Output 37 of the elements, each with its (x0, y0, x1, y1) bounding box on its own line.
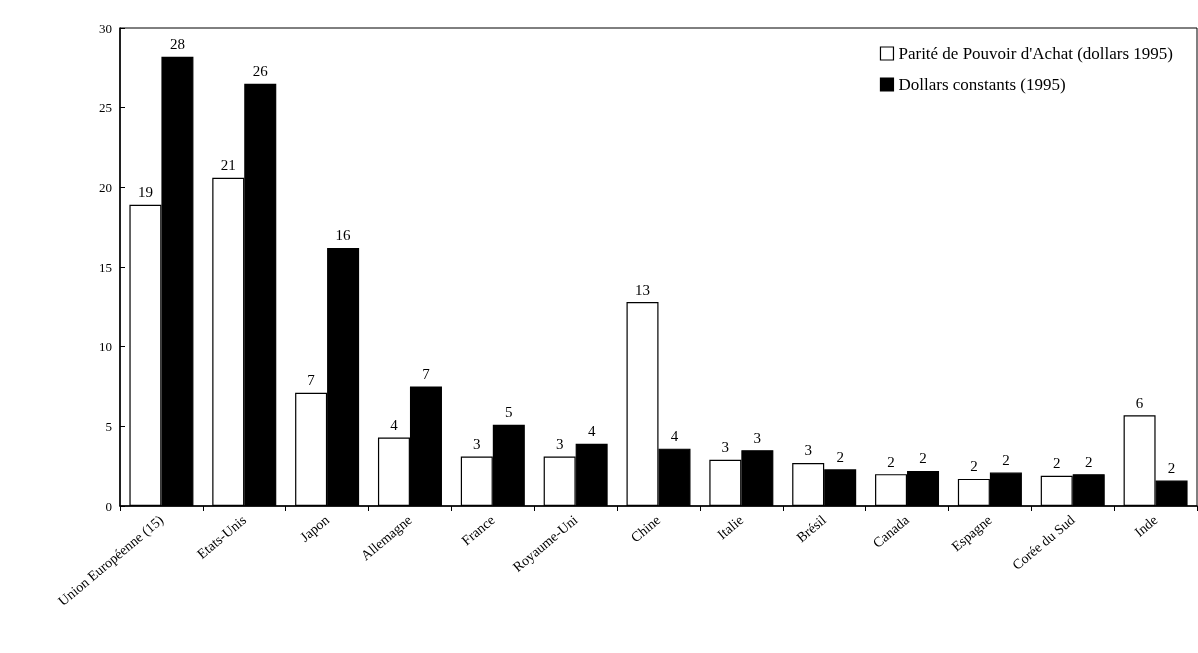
y-tick-label: 20 (99, 179, 112, 195)
data-label: 3 (753, 429, 762, 446)
data-label: 3 (555, 436, 564, 453)
data-label: 2 (836, 448, 844, 465)
legend-label: Dollars constants (1995) (898, 75, 1066, 94)
y-tick-label: 5 (105, 418, 112, 434)
data-label: 2 (919, 450, 927, 467)
data-label: 2 (1052, 455, 1061, 472)
data-label: 3 (804, 442, 812, 459)
legend-label: Parité de Pouvoir d'Achat (dollars 1995) (898, 44, 1174, 63)
data-label: 7 (422, 366, 431, 382)
data-label: 5 (505, 404, 513, 421)
x-tick-label: Inde (1131, 512, 1161, 540)
data-label: 2 (1002, 452, 1010, 469)
y-tick-label: 25 (99, 100, 112, 116)
data-label: 21 (220, 157, 236, 174)
y-tick-label: 15 (99, 259, 112, 275)
data-label: 28 (169, 36, 185, 53)
data-label: 3 (721, 439, 730, 456)
data-label: 4 (390, 416, 399, 433)
y-tick-label: 10 (99, 339, 112, 355)
data-label: 2 (887, 453, 895, 470)
data-label: 26 (252, 63, 269, 80)
data-label: 6 (1135, 394, 1144, 411)
data-label: 7 (307, 372, 316, 389)
y-tick-label: 0 (105, 498, 112, 514)
data-label: 4 (587, 423, 596, 440)
data-label: 2 (1084, 453, 1093, 470)
data-label: 16 (335, 227, 352, 244)
data-label: 19 (137, 184, 153, 201)
data-label: 3 (473, 436, 481, 453)
data-label: 13 (635, 281, 650, 298)
y-tick-label: 30 (99, 20, 112, 36)
data-label: 4 (670, 428, 679, 445)
x-tick-label: Italie (714, 512, 747, 543)
data-label: 2 (1167, 460, 1176, 477)
data-label: 2 (970, 458, 978, 475)
